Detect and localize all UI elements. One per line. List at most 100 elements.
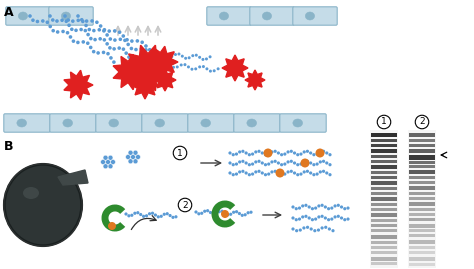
Circle shape: [275, 168, 284, 178]
Circle shape: [337, 204, 340, 207]
Circle shape: [203, 210, 206, 213]
Text: B: B: [4, 140, 13, 153]
Circle shape: [51, 18, 55, 22]
Circle shape: [128, 150, 133, 155]
Circle shape: [248, 173, 251, 176]
Polygon shape: [64, 70, 93, 100]
Circle shape: [257, 170, 261, 173]
Circle shape: [70, 27, 73, 31]
Circle shape: [80, 18, 83, 22]
Bar: [371, 192, 397, 195]
Bar: [371, 139, 397, 142]
Circle shape: [293, 161, 296, 165]
Circle shape: [264, 153, 267, 156]
Bar: [409, 176, 435, 179]
Circle shape: [48, 14, 52, 18]
FancyBboxPatch shape: [188, 114, 234, 132]
Circle shape: [126, 154, 130, 160]
Circle shape: [153, 49, 156, 53]
Circle shape: [312, 163, 316, 166]
Bar: [370, 130, 398, 268]
Bar: [409, 218, 435, 221]
Circle shape: [51, 29, 55, 33]
Circle shape: [123, 38, 127, 42]
Circle shape: [310, 227, 313, 231]
Circle shape: [136, 154, 140, 160]
Circle shape: [293, 171, 296, 175]
Circle shape: [273, 150, 277, 153]
Circle shape: [100, 160, 106, 164]
Circle shape: [306, 160, 309, 163]
Circle shape: [76, 41, 80, 44]
Circle shape: [92, 29, 96, 32]
Circle shape: [108, 29, 111, 33]
Circle shape: [325, 161, 328, 165]
Circle shape: [241, 170, 245, 173]
Ellipse shape: [293, 119, 302, 127]
Circle shape: [306, 150, 309, 153]
Circle shape: [81, 20, 85, 23]
Circle shape: [302, 160, 306, 164]
Bar: [409, 202, 435, 206]
Circle shape: [267, 172, 270, 176]
Bar: [409, 144, 435, 147]
Bar: [371, 181, 397, 185]
Circle shape: [180, 63, 182, 66]
Circle shape: [195, 54, 198, 57]
Circle shape: [290, 160, 293, 163]
Circle shape: [316, 172, 319, 176]
Bar: [409, 192, 435, 195]
Polygon shape: [245, 70, 265, 90]
Bar: [371, 160, 397, 163]
Circle shape: [283, 172, 286, 176]
Bar: [409, 186, 435, 190]
Circle shape: [238, 212, 241, 215]
Circle shape: [69, 35, 72, 39]
Bar: [371, 213, 397, 217]
Circle shape: [270, 150, 273, 154]
Circle shape: [316, 153, 319, 156]
Circle shape: [136, 211, 139, 214]
Circle shape: [292, 206, 295, 208]
Circle shape: [48, 25, 52, 28]
Circle shape: [286, 170, 290, 174]
Circle shape: [324, 216, 327, 220]
Circle shape: [229, 213, 232, 216]
Circle shape: [109, 37, 112, 41]
Ellipse shape: [18, 12, 27, 20]
Circle shape: [128, 159, 133, 164]
Circle shape: [232, 153, 235, 156]
Circle shape: [331, 229, 335, 232]
Bar: [409, 133, 435, 137]
Text: 2: 2: [182, 200, 188, 210]
Circle shape: [46, 20, 49, 24]
Circle shape: [251, 162, 254, 166]
Circle shape: [125, 38, 129, 41]
Circle shape: [217, 67, 219, 70]
Circle shape: [228, 151, 232, 155]
Circle shape: [300, 162, 302, 166]
Bar: [409, 224, 435, 228]
Circle shape: [142, 215, 145, 218]
Circle shape: [308, 206, 311, 208]
Circle shape: [228, 161, 232, 165]
Circle shape: [301, 215, 304, 218]
Circle shape: [337, 215, 340, 218]
Circle shape: [86, 33, 90, 36]
Circle shape: [319, 160, 322, 164]
Circle shape: [188, 56, 191, 59]
Circle shape: [346, 217, 350, 221]
Text: 1: 1: [381, 118, 387, 126]
Circle shape: [309, 161, 312, 165]
Circle shape: [300, 153, 302, 156]
Circle shape: [160, 215, 163, 218]
Circle shape: [257, 150, 261, 153]
Circle shape: [99, 37, 102, 41]
Bar: [371, 133, 397, 137]
Circle shape: [103, 164, 108, 169]
Circle shape: [232, 173, 235, 176]
Circle shape: [330, 217, 333, 221]
Ellipse shape: [5, 165, 81, 245]
Circle shape: [241, 214, 244, 217]
Bar: [371, 171, 397, 174]
